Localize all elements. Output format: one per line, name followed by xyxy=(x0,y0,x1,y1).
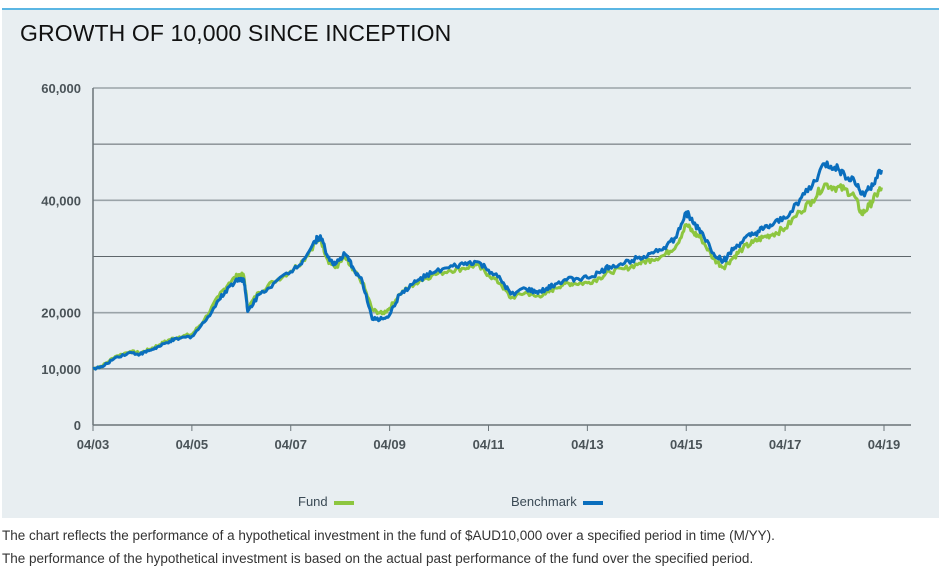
chart-title: GROWTH OF 10,000 SINCE INCEPTION xyxy=(20,20,452,46)
x-tick-label: 04/03 xyxy=(77,437,110,452)
legend-benchmark: Benchmark xyxy=(511,494,603,509)
series-lines xyxy=(92,160,883,371)
legend-benchmark-label: Benchmark xyxy=(511,494,577,509)
gridlines xyxy=(93,87,911,370)
x-tick-label: 04/07 xyxy=(274,437,307,452)
series-line-benchmark xyxy=(92,160,883,371)
x-tick-label: 04/13 xyxy=(571,437,604,452)
y-tick-label: 40,000 xyxy=(41,193,81,208)
y-tick-label: 10,000 xyxy=(41,362,81,377)
x-tick-label: 04/17 xyxy=(769,437,802,452)
x-tick-labels: 04/03 04/05 04/07 04/09 04/11 04/13 04/15 04/17… xyxy=(77,437,901,452)
axes xyxy=(92,88,911,431)
y-tick-label: 60,000 xyxy=(41,81,81,96)
benchmark-swatch-icon xyxy=(582,500,603,505)
fund-swatch-icon xyxy=(333,500,354,505)
x-tick-label: 04/05 xyxy=(176,437,209,452)
x-tick-label: 04/11 xyxy=(473,437,505,452)
footnote-line-2: The performance of the hypothetical inve… xyxy=(2,551,754,566)
legend-fund-label: Fund xyxy=(298,494,328,509)
series-line-fund xyxy=(92,182,883,371)
y-tick-label: 0 xyxy=(74,418,81,433)
x-tick-label: 04/19 xyxy=(868,437,901,452)
footnote-line-1: The chart reflects the performance of a … xyxy=(2,528,775,543)
x-tick-label: 04/15 xyxy=(670,437,703,452)
x-tick-label: 04/09 xyxy=(373,437,406,452)
legend-fund: Fund xyxy=(298,494,354,509)
y-tick-label: 20,000 xyxy=(41,306,81,321)
y-tick-labels: 0 10,000 20,000 40,000 60,000 xyxy=(41,81,81,433)
